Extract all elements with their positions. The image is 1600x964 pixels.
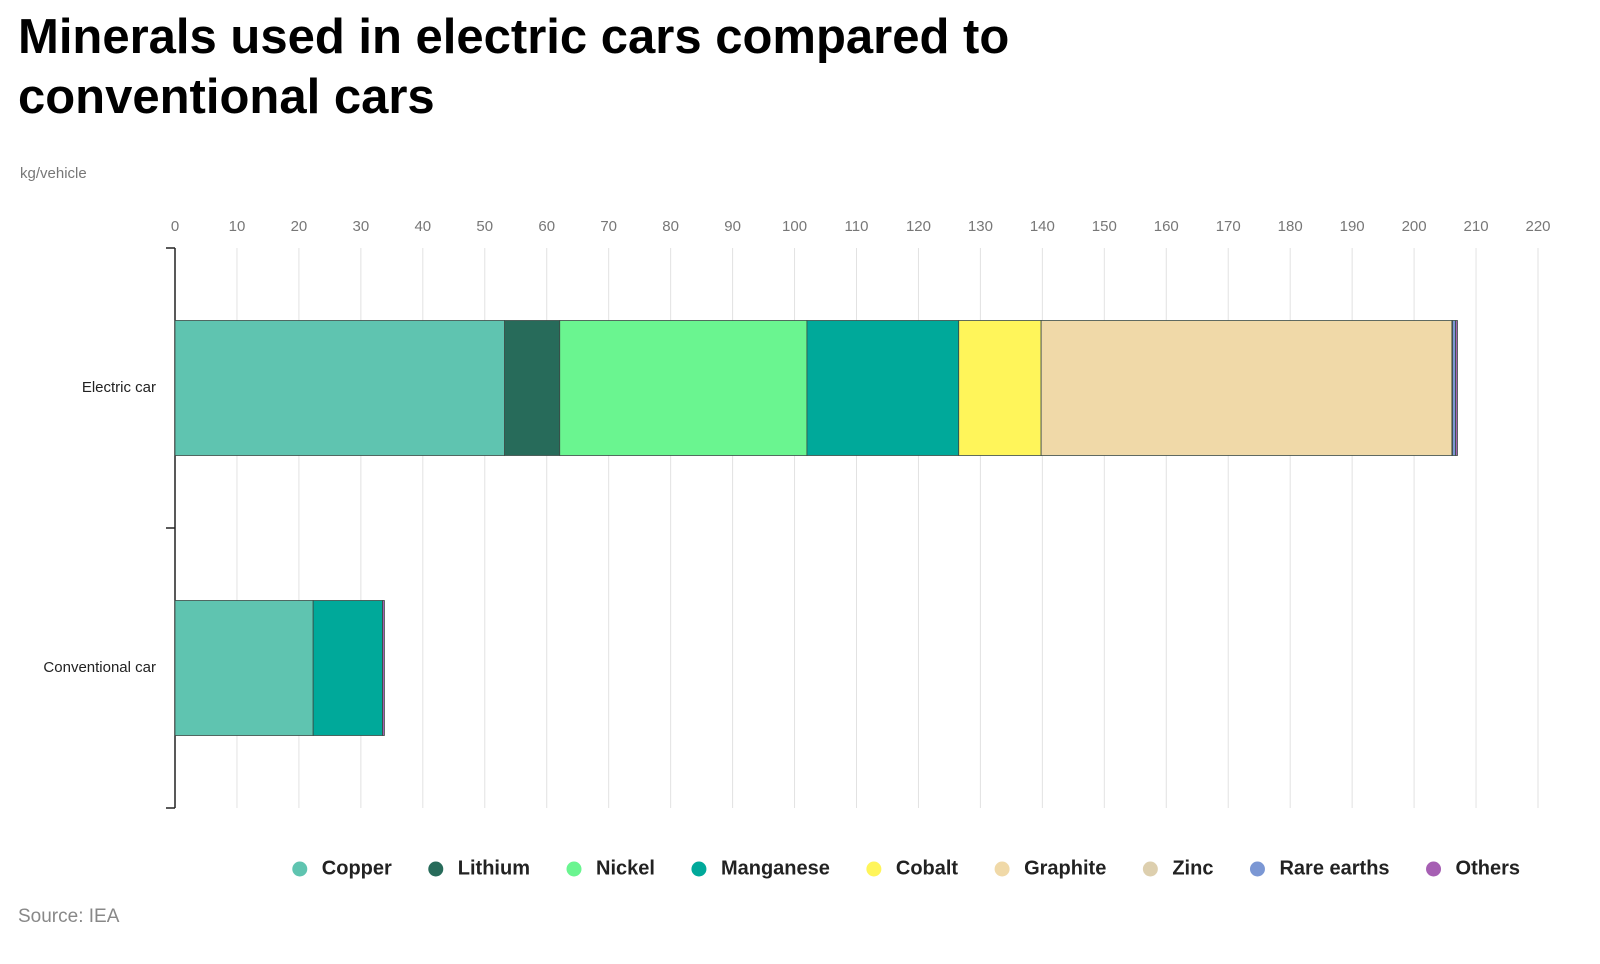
x-tick-label: 110 (845, 218, 869, 235)
bar-segment (504, 320, 561, 456)
bar-segment (1040, 320, 1453, 456)
bar-segment (312, 600, 383, 736)
x-tick-label: 90 (724, 218, 741, 235)
x-tick-label: 220 (1525, 218, 1550, 235)
legend-label: Others (1456, 857, 1520, 879)
legend-label: Zinc (1172, 857, 1213, 879)
legend-swatch (994, 861, 1010, 877)
legend-label: Cobalt (896, 857, 959, 879)
bar-segment (1452, 320, 1457, 456)
legend-label: Manganese (721, 857, 830, 879)
legend-swatch (1142, 861, 1158, 877)
bar-segment (958, 320, 1042, 456)
source: Source: IEA (18, 906, 120, 927)
legend-swatch (428, 861, 444, 877)
bar-segment (174, 320, 505, 456)
x-tick-label: 160 (1154, 218, 1179, 235)
x-tick-label: 30 (353, 218, 370, 235)
x-tick-label: 140 (1030, 218, 1055, 235)
legend-label: Copper (322, 857, 392, 879)
bar-segment (806, 320, 960, 456)
legend-label: Rare earths (1279, 857, 1389, 879)
x-tick-label: 150 (1092, 218, 1117, 235)
legend-swatch (1249, 861, 1265, 877)
chart-title: Minerals used in electric cars compared … (18, 10, 1009, 64)
chart-title: conventional cars (18, 70, 435, 124)
x-tick-label: 130 (968, 218, 993, 235)
unit-label: kg/vehicle (20, 165, 87, 182)
legend-swatch (566, 861, 582, 877)
legend-swatch (1426, 861, 1442, 877)
x-tick-label: 60 (538, 218, 555, 235)
legend-swatch (866, 861, 882, 877)
x-tick-label: 170 (1216, 218, 1241, 235)
legend-label: Nickel (596, 857, 655, 879)
x-tick-label: 0 (171, 218, 179, 235)
x-tick-label: 200 (1402, 218, 1427, 235)
x-tick-label: 80 (662, 218, 679, 235)
y-tick-label: Conventional car (43, 659, 156, 676)
x-tick-label: 180 (1278, 218, 1303, 235)
x-tick-label: 120 (906, 218, 931, 235)
x-tick-label: 70 (600, 218, 617, 235)
x-tick-label: 100 (782, 218, 807, 235)
y-tick-label: Electric car (82, 379, 156, 396)
bar-segment (559, 320, 808, 456)
bar-segment (1455, 320, 1458, 456)
bar-segment (174, 600, 314, 736)
legend-label: Graphite (1024, 857, 1106, 879)
bar-segment (382, 600, 385, 736)
legend-label: Lithium (458, 857, 530, 879)
x-tick-label: 190 (1340, 218, 1365, 235)
legend-swatch (292, 861, 308, 877)
x-tick-label: 40 (414, 218, 431, 235)
x-tick-label: 210 (1464, 218, 1489, 235)
x-tick-label: 20 (291, 218, 308, 235)
x-tick-label: 50 (476, 218, 493, 235)
x-tick-label: 10 (229, 218, 246, 235)
legend-swatch (691, 861, 707, 877)
